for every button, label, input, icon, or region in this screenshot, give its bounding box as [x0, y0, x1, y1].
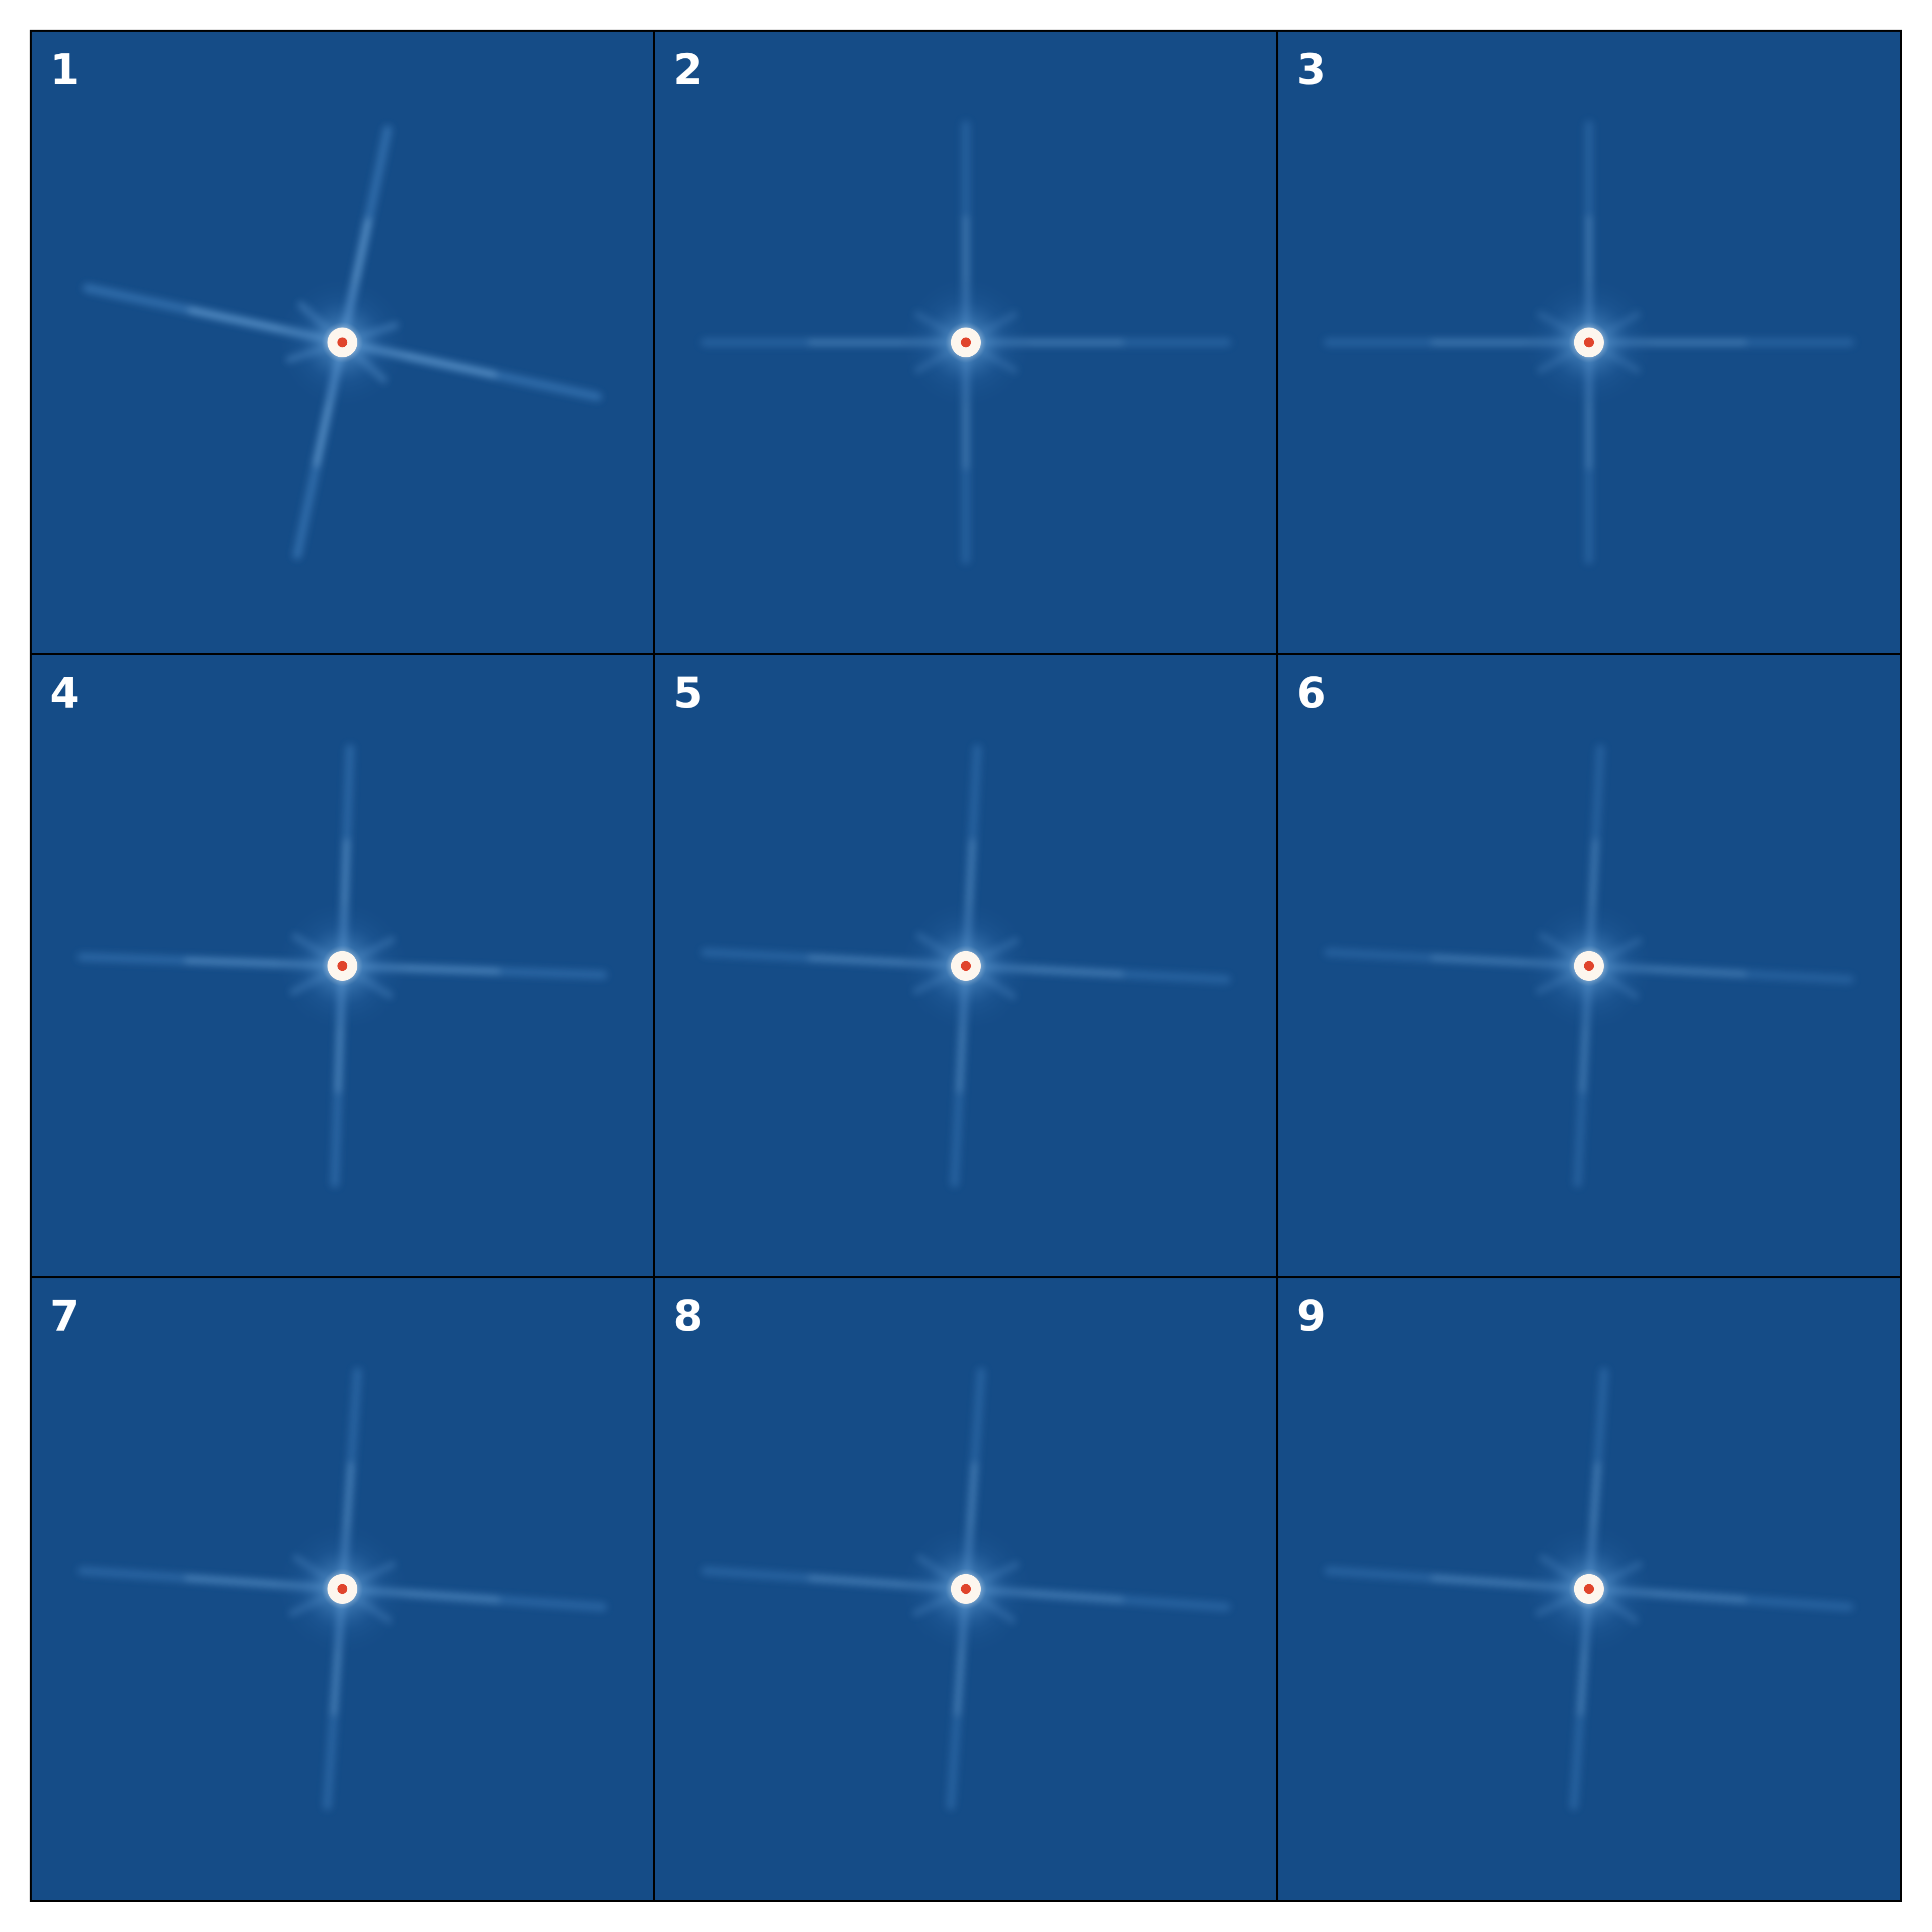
psf-grid-figure: 1 2 3 4 5 6 7 8 9: [30, 30, 1902, 1902]
psf-panel-6: 6: [1278, 655, 1900, 1277]
psf-image-1: [83, 125, 602, 560]
panel-label-2: 2: [673, 45, 703, 94]
psf-peak: [337, 961, 348, 971]
panel-label-5: 5: [673, 668, 703, 718]
psf-peak: [961, 337, 971, 348]
psf-peak: [961, 961, 971, 971]
psf-panel-7: 7: [32, 1278, 653, 1900]
psf-image-8: [701, 1367, 1230, 1811]
psf-image-4: [77, 744, 608, 1188]
psf-panel-2: 2: [655, 32, 1277, 653]
panel-label-7: 7: [50, 1291, 80, 1341]
panel-label-8: 8: [673, 1291, 703, 1341]
psf-peak: [1584, 1584, 1594, 1594]
psf-image-5: [701, 744, 1231, 1188]
psf-peak: [337, 337, 348, 348]
psf-image-3: [1324, 120, 1854, 565]
psf-panel-1: 1: [32, 32, 653, 653]
psf-image-6: [1324, 744, 1854, 1188]
psf-panel-4: 4: [32, 655, 653, 1277]
panel-label-1: 1: [50, 45, 80, 94]
psf-peak: [1584, 961, 1594, 971]
psf-image-9: [1324, 1367, 1854, 1811]
psf-panel-8: 8: [655, 1278, 1277, 1900]
psf-peak: [961, 1584, 971, 1594]
panel-label-9: 9: [1296, 1291, 1326, 1341]
psf-panel-3: 3: [1278, 32, 1900, 653]
panel-label-6: 6: [1296, 668, 1326, 718]
psf-image-7: [78, 1367, 607, 1811]
psf-panel-9: 9: [1278, 1278, 1900, 1900]
panel-label-3: 3: [1296, 45, 1326, 94]
psf-image-2: [700, 120, 1231, 565]
panel-label-4: 4: [50, 668, 80, 718]
psf-peak: [337, 1584, 348, 1594]
psf-peak: [1584, 337, 1594, 348]
psf-panel-5: 5: [655, 655, 1277, 1277]
